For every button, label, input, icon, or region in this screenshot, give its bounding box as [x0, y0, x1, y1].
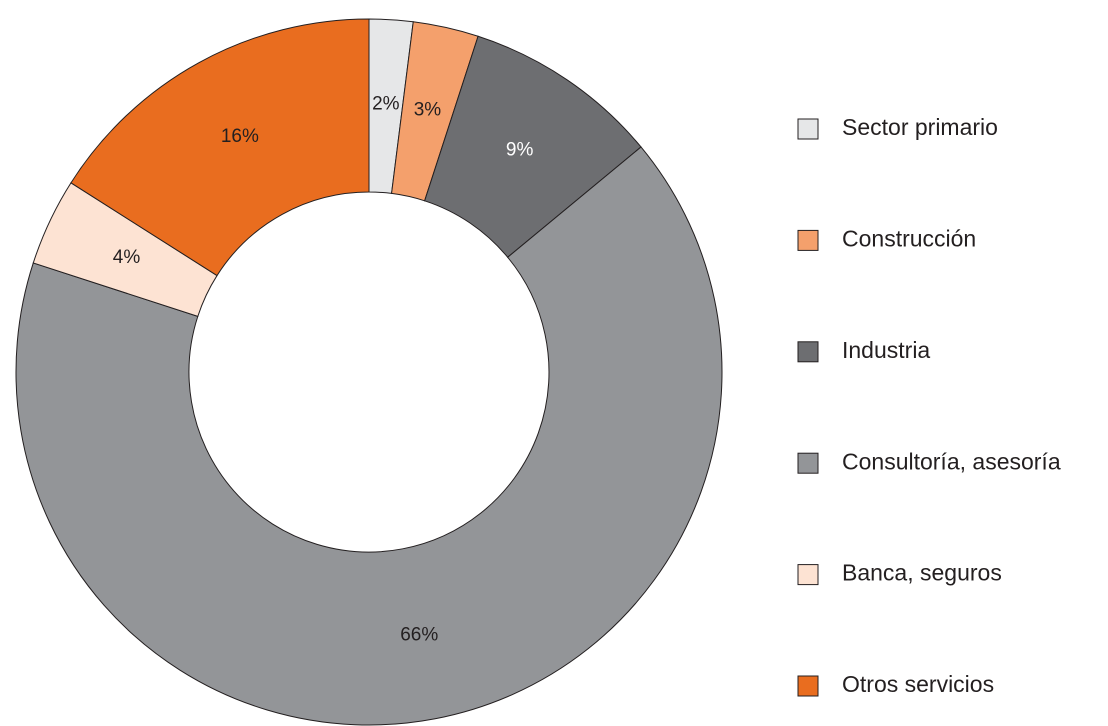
legend-label: Consultoría, asesoría: [842, 448, 1061, 474]
data-label: 4%: [113, 247, 141, 268]
donut-slice: [15, 146, 723, 726]
donut-slice: [70, 18, 370, 277]
legend-swatch: [797, 341, 819, 363]
legend-swatch: [797, 564, 819, 586]
data-label: 66%: [400, 624, 438, 645]
legend-swatch: [797, 229, 819, 251]
data-label: 16%: [221, 126, 259, 147]
legend-label: Construcción: [842, 225, 976, 251]
legend-label: Otros servicios: [842, 671, 994, 697]
legend-swatch: [797, 118, 819, 140]
legend-swatch: [797, 452, 819, 474]
legend-label: Sector primario: [842, 114, 998, 140]
legend-label: Industria: [842, 337, 930, 363]
legend-label: Banca, seguros: [842, 560, 1002, 586]
data-label: 9%: [506, 139, 534, 160]
data-label: 2%: [372, 94, 400, 115]
data-label: 3%: [414, 99, 442, 120]
legend-swatch: [797, 675, 819, 697]
